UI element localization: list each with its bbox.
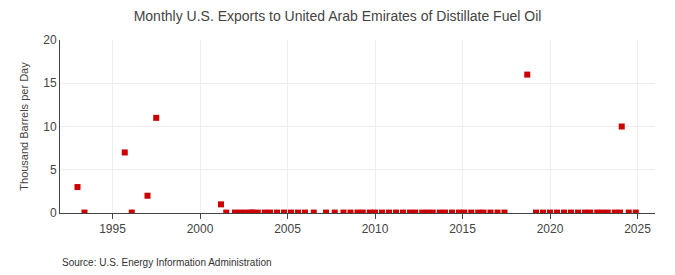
svg-text:2020: 2020 xyxy=(537,222,564,236)
svg-text:2015: 2015 xyxy=(449,222,476,236)
svg-text:2005: 2005 xyxy=(274,222,301,236)
svg-text:10: 10 xyxy=(43,120,57,134)
svg-text:1995: 1995 xyxy=(99,222,126,236)
svg-text:20: 20 xyxy=(43,33,57,47)
svg-text:2025: 2025 xyxy=(624,222,651,236)
svg-text:0: 0 xyxy=(50,206,57,220)
svg-text:Monthly U.S. Exports to United: Monthly U.S. Exports to United Arab Emir… xyxy=(134,8,542,24)
svg-text:Source: U.S. Energy Informatio: Source: U.S. Energy Information Administ… xyxy=(62,257,272,268)
svg-text:15: 15 xyxy=(43,76,57,90)
svg-text:5: 5 xyxy=(50,163,57,177)
svg-text:2010: 2010 xyxy=(362,222,389,236)
svg-text:Thousand Barrels per Day: Thousand Barrels per Day xyxy=(18,62,30,191)
svg-text:2000: 2000 xyxy=(187,222,214,236)
